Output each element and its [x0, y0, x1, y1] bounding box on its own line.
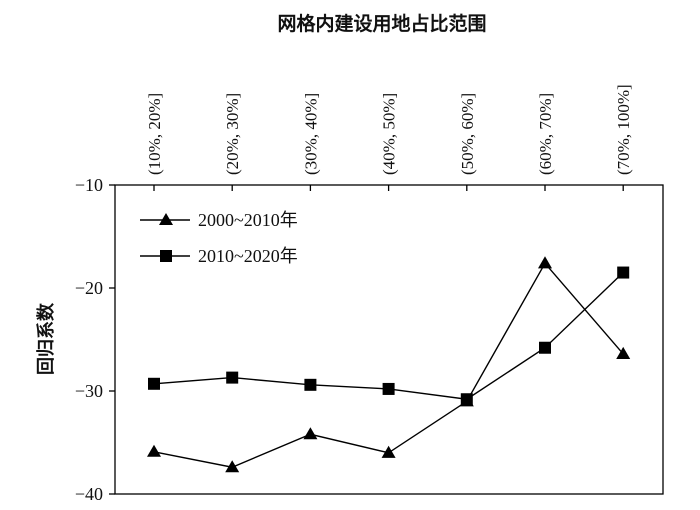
y-tick-label-4: −40: [75, 484, 103, 504]
y-tick-label-1: −10: [75, 175, 103, 195]
series-2-point-5: [460, 393, 473, 406]
series-2-line: [153, 272, 624, 400]
legend-label-2: 2010~2020年: [198, 246, 298, 266]
series-2-point-4: [382, 382, 395, 395]
series-1-line: [153, 262, 624, 468]
series-1-point-2: [225, 460, 240, 473]
series-2-point-1: [148, 377, 160, 390]
category-label-6: (60%, 70%]: [536, 93, 555, 175]
category-label-1: (10%, 20%]: [145, 93, 164, 175]
series-1-point-4: [381, 445, 396, 458]
category-label-5: (50%, 60%]: [458, 93, 477, 175]
category-label-7: (70%, 100%]: [614, 84, 633, 175]
series-2-point-2: [226, 371, 239, 384]
chart-title: 网格内建设用地占比范围: [277, 12, 486, 35]
series-2-point-6: [539, 341, 551, 354]
series-2-point-7: [617, 266, 630, 279]
series-1-point-3: [303, 427, 318, 440]
legend-item-1: 2000~2010年: [140, 210, 298, 230]
y-tick-label-2: −20: [75, 278, 103, 298]
y-axis-label: 回归系数: [35, 302, 57, 375]
category-label-4: (40%, 50%]: [380, 93, 399, 175]
series-1-point-1: [147, 444, 161, 457]
legend-item-2: 2010~2020年: [140, 246, 298, 266]
series-1: [147, 256, 631, 473]
legend-label-1: 2000~2010年: [198, 210, 298, 230]
category-label-2: (20%, 30%]: [223, 93, 242, 175]
legend-marker-1: [159, 213, 173, 226]
series-2: [148, 266, 630, 406]
series-1-point-6: [538, 256, 552, 269]
category-labels: (10%, 20%] (20%, 30%] (30%, 40%] (40%, 50%]…: [145, 84, 633, 175]
y-tick-label-3: −30: [75, 381, 103, 401]
y-tick-labels: −10 −20 −30 −40: [75, 175, 103, 504]
axis-ticks: [109, 184, 624, 495]
series-1-point-7: [616, 346, 631, 359]
legend: 2000~2010年 2010~2020年: [140, 210, 298, 266]
category-label-3: (30%, 40%]: [301, 93, 320, 175]
legend-marker-2: [160, 250, 172, 262]
series-2-point-3: [304, 378, 317, 391]
series-layer: [147, 256, 631, 473]
